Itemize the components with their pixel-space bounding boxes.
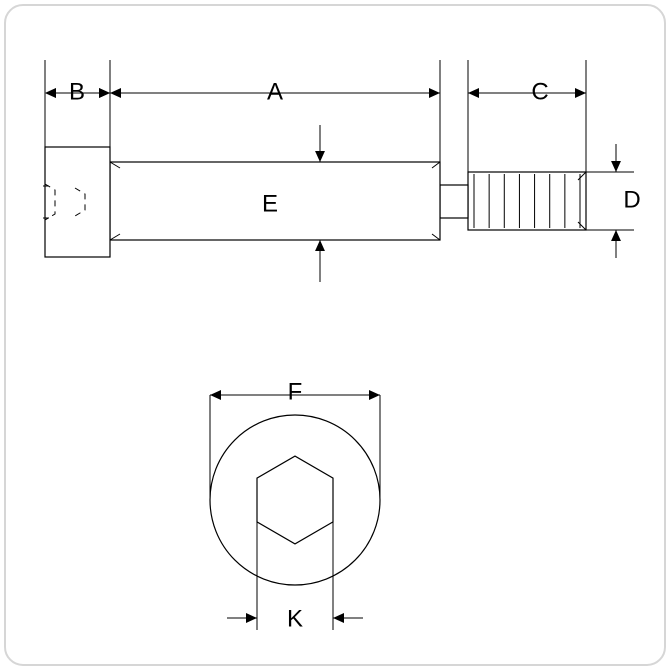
dim-label-C: C (531, 78, 548, 105)
dim-label-B: B (69, 78, 85, 105)
neck (440, 185, 468, 218)
dim-label-D: D (623, 186, 640, 213)
dim-label-E: E (262, 190, 278, 217)
thread-body (468, 172, 586, 230)
dim-label-K: K (287, 605, 303, 632)
dim-label-A: A (267, 78, 283, 105)
dim-label-F: F (288, 378, 303, 405)
